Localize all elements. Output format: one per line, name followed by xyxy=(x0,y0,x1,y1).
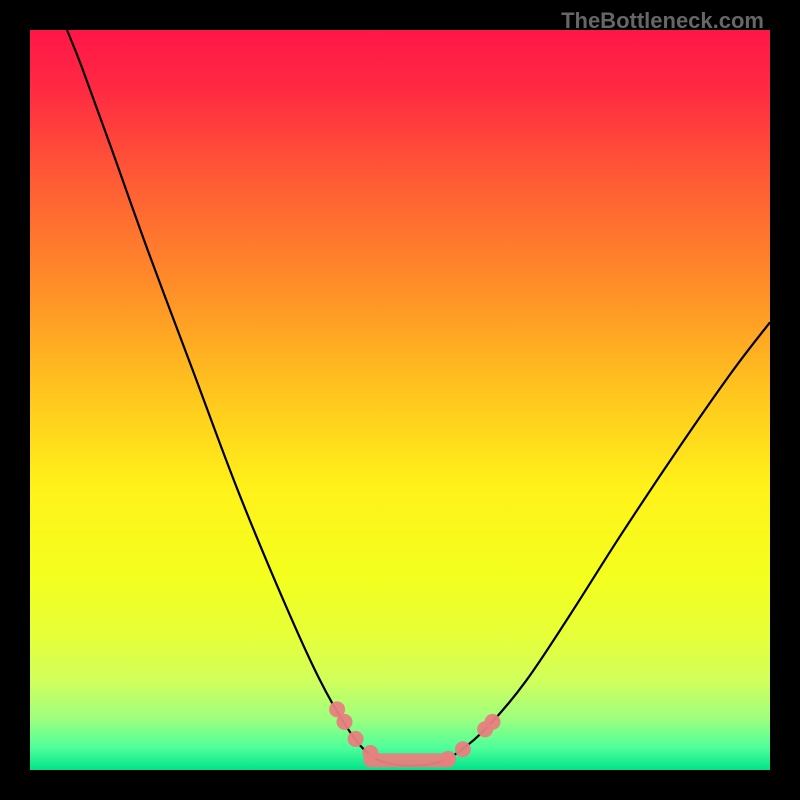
chart-frame: TheBottleneck.com xyxy=(0,0,800,800)
plot-svg xyxy=(30,30,770,770)
plot-area xyxy=(30,30,770,770)
plot-background xyxy=(30,30,770,770)
